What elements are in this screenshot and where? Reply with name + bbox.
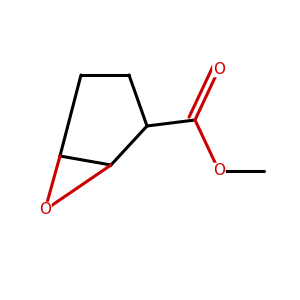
Text: O: O [213,164,225,178]
Text: O: O [39,202,51,217]
Text: O: O [213,61,225,76]
